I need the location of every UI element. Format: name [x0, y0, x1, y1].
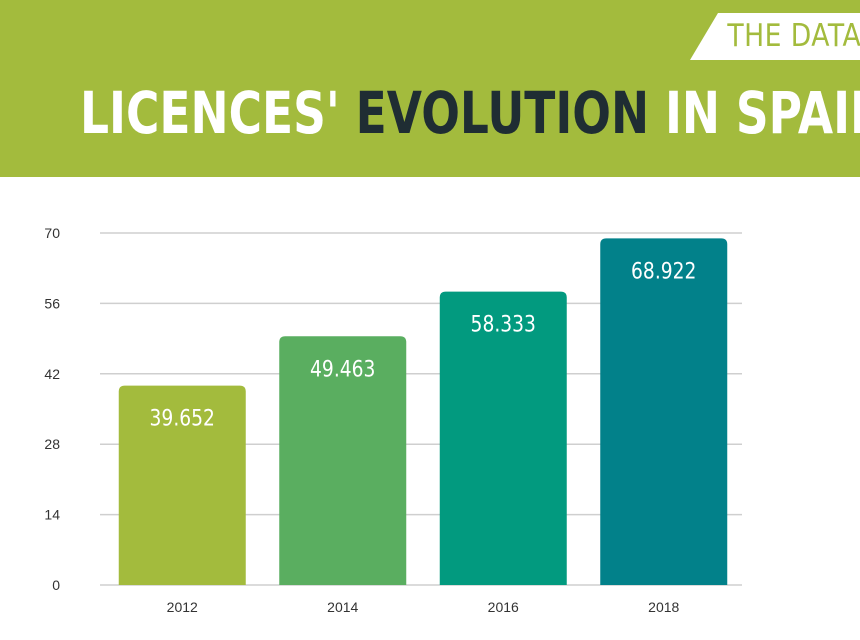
y-tick-label: 14 [44, 507, 60, 523]
y-tick-label: 70 [44, 225, 60, 241]
bar-2012 [118, 385, 246, 585]
bar-2016 [439, 291, 567, 585]
title-part-in-spain: IN SPAIN [664, 79, 860, 147]
title-part-licences: LICENCES' [80, 79, 340, 147]
title-part-evolution: EVOLUTION [355, 79, 650, 147]
value-label-2014: 49.463 [310, 356, 375, 382]
y-tick-label: 0 [52, 577, 60, 593]
x-tick-label-2014: 2014 [327, 599, 358, 615]
page-title: LICENCES' EVOLUTION IN SPAIN [80, 78, 860, 148]
value-label-2016: 58.333 [471, 311, 536, 337]
the-data-badge [690, 13, 860, 60]
x-tick-label-2018: 2018 [648, 599, 679, 615]
x-tick-label-2012: 2012 [167, 599, 198, 615]
bar-2014 [279, 336, 407, 585]
bar-2018 [600, 238, 728, 585]
y-tick-label: 28 [44, 436, 60, 452]
value-label-2012: 39.652 [150, 405, 215, 431]
value-label-2018: 68.922 [631, 258, 696, 284]
the-data-badge-label: THE DATA [727, 18, 860, 54]
y-tick-label: 42 [44, 366, 60, 382]
bar-chart: 0 14 28 42 56 70 39.652 2012 49.463 2014 58.333 201… [44, 225, 742, 615]
x-tick-label-2016: 2016 [488, 599, 519, 615]
y-tick-label: 56 [44, 295, 60, 311]
